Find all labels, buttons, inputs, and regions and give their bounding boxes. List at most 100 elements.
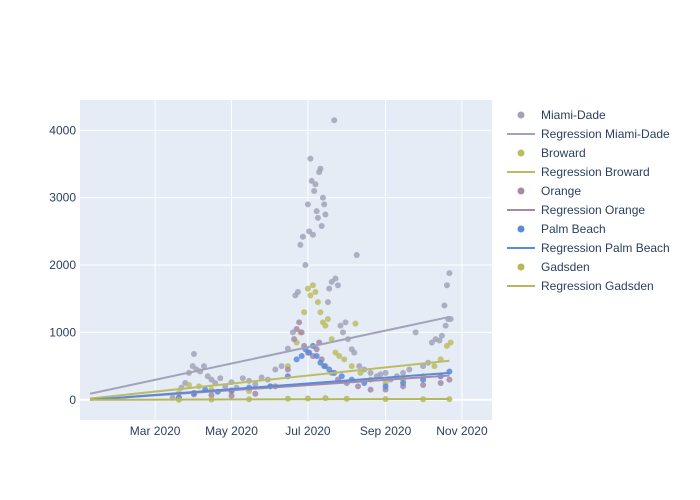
data-point: [321, 201, 328, 208]
data-point: [304, 285, 311, 292]
data-point: [298, 329, 305, 336]
legend-item[interactable]: Regression Orange: [507, 203, 645, 217]
data-point: [437, 379, 444, 386]
legend-marker-icon: [517, 225, 525, 233]
data-point: [352, 320, 359, 327]
data-point: [302, 262, 309, 269]
data-point: [294, 289, 301, 295]
legend-label: Regression Miami-Dade: [541, 127, 670, 141]
data-point: [355, 383, 362, 390]
data-point: [228, 392, 235, 399]
data-point: [314, 214, 321, 221]
data-point: [278, 363, 285, 370]
data-point: [217, 375, 224, 382]
data-point: [307, 292, 314, 299]
data-point: [293, 356, 300, 363]
data-point: [341, 356, 348, 363]
data-point: [185, 381, 192, 388]
legend-label: Regression Broward: [541, 165, 650, 179]
data-point: [400, 369, 407, 376]
data-point: [252, 381, 259, 388]
data-point: [382, 383, 389, 390]
regression-line-0: [89, 315, 450, 395]
data-point: [431, 363, 438, 370]
data-point: [296, 319, 303, 326]
legend-item[interactable]: Palm Beach: [517, 222, 606, 236]
data-point: [298, 353, 305, 359]
legend-item[interactable]: Gadsden: [517, 260, 590, 274]
data-point: [309, 231, 316, 238]
legend-label: Regression Gadsden: [541, 279, 654, 293]
data-point: [317, 309, 324, 316]
legend-item[interactable]: Regression Miami-Dade: [507, 127, 670, 141]
y-tick-label: 1000: [49, 325, 76, 339]
legend[interactable]: Miami-Dade Regression Miami-Dade Broward Re…: [507, 108, 670, 293]
data-point: [356, 363, 363, 370]
data-point: [353, 251, 360, 258]
data-point: [400, 379, 407, 386]
data-point: [339, 329, 346, 336]
data-point: [412, 329, 419, 336]
data-point: [314, 299, 321, 306]
legend-item[interactable]: Orange: [517, 184, 582, 198]
plot-background: [80, 100, 492, 420]
data-point: [443, 282, 450, 289]
data-point: [406, 366, 413, 373]
regression-layer: [89, 315, 450, 401]
data-point: [319, 194, 326, 201]
data-point: [318, 222, 325, 229]
y-tick-label: 3000: [49, 191, 76, 205]
data-point: [299, 233, 306, 240]
x-tick-label: Mar 2020: [130, 424, 181, 438]
x-axis: Mar 2020 May 2020 Jul 2020 Sep 2020 Nov 2020: [130, 424, 488, 438]
legend-item[interactable]: Broward: [517, 146, 586, 160]
data-point: [322, 322, 329, 329]
legend-label: Orange: [541, 184, 581, 198]
data-point: [190, 350, 197, 357]
data-point: [338, 373, 345, 380]
legend-marker-icon: [517, 263, 525, 271]
y-tick-label: 0: [69, 393, 76, 407]
data-point: [309, 282, 316, 289]
data-point: [326, 285, 333, 292]
x-tick-label: Sep 2020: [360, 424, 412, 438]
legend-item[interactable]: Regression Gadsden: [507, 279, 654, 293]
data-point: [331, 117, 338, 124]
data-point: [337, 322, 344, 329]
data-point: [284, 345, 291, 352]
data-point: [252, 390, 259, 397]
y-tick-label: 4000: [49, 123, 76, 137]
legend-item[interactable]: Regression Broward: [507, 165, 650, 179]
y-axis: 0 1000 2000 3000 4000: [49, 123, 76, 406]
data-point: [377, 371, 384, 378]
data-point: [317, 165, 324, 172]
legend-label: Regression Orange: [541, 203, 645, 217]
data-point: [272, 366, 279, 373]
data-point: [348, 363, 355, 370]
data-point: [324, 315, 331, 322]
x-tick-label: Nov 2020: [436, 424, 488, 438]
data-point: [441, 302, 448, 309]
legend-marker-icon: [517, 149, 525, 157]
data-point: [351, 349, 358, 356]
data-point: [326, 366, 333, 373]
legend-label: Regression Palm Beach: [541, 241, 670, 255]
data-point: [321, 363, 328, 370]
x-tick-label: May 2020: [205, 424, 258, 438]
data-point: [284, 366, 291, 373]
data-point: [442, 322, 449, 329]
data-point: [304, 201, 311, 208]
legend-label: Miami-Dade: [541, 108, 606, 122]
y-tick-label: 2000: [49, 258, 76, 272]
legend-item[interactable]: Regression Palm Beach: [507, 241, 670, 255]
data-point: [307, 155, 314, 162]
data-point: [324, 299, 331, 306]
data-point: [313, 208, 320, 215]
data-point: [328, 336, 335, 343]
legend-marker-icon: [517, 111, 525, 119]
data-point: [438, 332, 445, 339]
data-point: [258, 374, 265, 381]
legend-item[interactable]: Miami-Dade: [517, 108, 607, 122]
regression-line-3: [89, 371, 450, 401]
